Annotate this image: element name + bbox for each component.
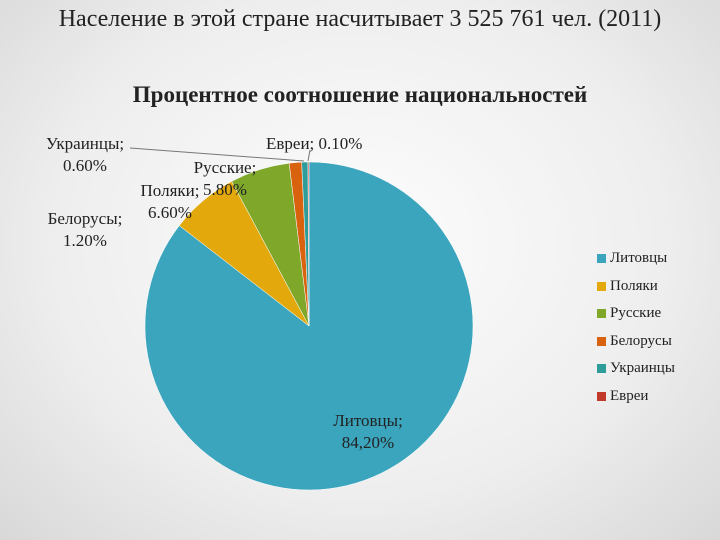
data-label: Евреи; 0.10% — [266, 134, 363, 153]
pie-slice — [307, 161, 310, 327]
legend-label: Русские — [610, 305, 662, 321]
legend-item: Евреи — [597, 388, 648, 405]
legend-item: Русские — [597, 305, 661, 322]
data-label: Белорусы; 1.20% — [47, 209, 123, 250]
legend-swatch — [597, 364, 606, 373]
data-label: Литовцы; 84,20% — [333, 411, 403, 452]
legend-item: Украинцы — [597, 360, 675, 377]
data-label: Поляки; 6.60% — [140, 181, 200, 222]
leader-line — [307, 149, 311, 162]
legend-item: Литовцы — [597, 250, 667, 267]
legend-item: Поляки — [597, 278, 658, 295]
legend-swatch — [597, 391, 606, 401]
legend-swatch — [597, 336, 606, 346]
data-label: Украинцы; 0.60% — [45, 134, 125, 175]
legend-label: Евреи — [610, 387, 649, 404]
legend-label: Украинцы — [610, 360, 675, 376]
legend-label: Белорусы — [610, 332, 672, 349]
legend-swatch — [597, 281, 606, 291]
legend-label: Поляки — [610, 277, 658, 294]
legend-swatch — [597, 254, 606, 263]
legend-label: Литовцы — [610, 250, 668, 266]
chart-title: Население в этой стране насчитывает 3 52… — [58, 6, 662, 32]
legend-swatch — [597, 309, 606, 318]
chart-subtitle: Процентное соотношение национальностей — [132, 82, 588, 107]
data-label: Русские; 5.80% — [193, 158, 257, 199]
pie-slice — [144, 161, 474, 491]
leader-line — [129, 147, 305, 162]
legend-item: Белорусы — [597, 333, 672, 350]
